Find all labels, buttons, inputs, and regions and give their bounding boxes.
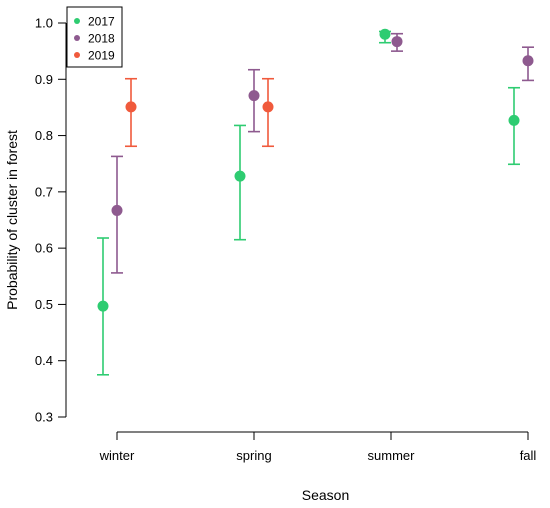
data-point — [391, 36, 403, 48]
point-2019-spring — [262, 77, 274, 148]
legend: 2017 2018 2019 — [66, 6, 123, 68]
y-axis-title: Probability of cluster in forest — [4, 130, 20, 310]
x-tick-label: spring — [236, 448, 271, 463]
x-tick-label: winter — [99, 448, 135, 463]
y-tick-label: 0.9 — [35, 72, 53, 87]
legend-label-2017: 2017 — [88, 15, 115, 29]
y-tick-label: 1.0 — [35, 16, 53, 31]
data-point — [248, 90, 260, 102]
data-point — [522, 55, 534, 67]
legend-label-2019: 2019 — [88, 49, 115, 63]
y-tick-label: 0.3 — [35, 410, 53, 425]
legend-marker-2018 — [74, 35, 80, 41]
data-point — [262, 101, 274, 113]
point-2017-winter — [97, 237, 109, 376]
legend-marker-2019 — [74, 52, 80, 58]
y-tick-label: 0.6 — [35, 241, 53, 256]
x-tick-label: fall — [520, 448, 537, 463]
data-point — [111, 204, 123, 216]
point-2018-fall — [522, 46, 534, 82]
y-tick-label: 0.5 — [35, 297, 53, 312]
data-point — [379, 28, 391, 40]
point-2017-summer — [379, 28, 391, 44]
legend-label-2018: 2018 — [88, 32, 115, 46]
y-tick-label: 0.7 — [35, 184, 53, 199]
data-point — [508, 114, 520, 126]
point-2018-summer — [391, 32, 403, 52]
y-tick-label: 0.8 — [35, 128, 53, 143]
point-2017-spring — [234, 124, 246, 241]
x-axis: winter spring summer fall — [99, 431, 537, 463]
point-2018-winter — [111, 155, 123, 274]
point-2018-spring — [248, 68, 260, 133]
data-point — [97, 300, 109, 312]
point-2019-winter — [125, 77, 137, 148]
x-axis-title: Season — [302, 487, 349, 503]
x-tick-label: summer — [368, 448, 416, 463]
data-point — [234, 170, 246, 182]
y-tick-label: 0.4 — [35, 353, 53, 368]
data-point — [125, 101, 137, 113]
legend-marker-2017 — [74, 18, 80, 24]
data-marks — [97, 28, 534, 376]
point-2017-fall — [508, 86, 520, 166]
y-axis: 0.3 0.4 0.5 0.6 0.7 0.8 0.9 1.0 — [35, 16, 67, 425]
